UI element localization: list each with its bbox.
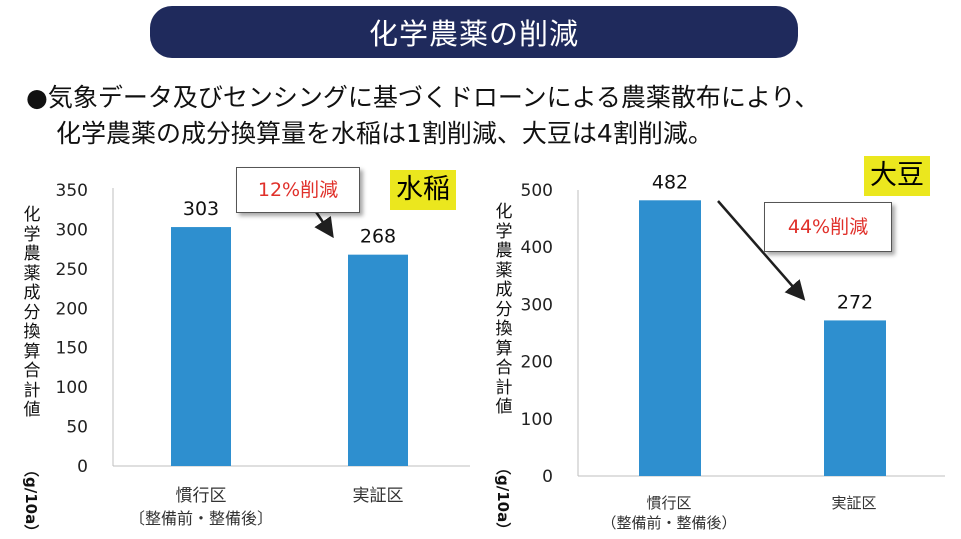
chart1-bar-1 [171, 227, 231, 466]
chart1-ylabel: 化学農薬成分換算合計値 [23, 205, 41, 420]
chart1-ytick-label: 150 [56, 339, 88, 359]
page-title: 化学農薬の削減 [368, 17, 579, 51]
chart1-ytick-label: 300 [56, 220, 88, 240]
chart1-reduction-callout: 12%削減 [236, 167, 360, 213]
chart2-ytick-label: 0 [542, 467, 553, 487]
chart2-category-1-sub: （整備前・整備後） [601, 514, 737, 532]
chart1-ytick-label: 100 [56, 378, 88, 398]
chart2-value-label-2: 272 [837, 291, 873, 313]
chart1-ytick-label: 0 [77, 457, 88, 477]
chart2-category-2: 実証区 [831, 494, 877, 512]
chart1-category-1: 慣行区 [175, 486, 227, 506]
chart2-ylabel: 化学農薬成分換算合計値 [495, 202, 513, 417]
chart1-category-1-sub: 〔整備前・整備後〕 [128, 509, 273, 528]
chart2-ytick-label: 400 [521, 238, 553, 258]
chart1-category-2: 実証区 [352, 486, 404, 506]
chart1-bar-2 [348, 254, 408, 466]
chart2-ytick-label: 200 [521, 353, 553, 373]
chart2-value-label-1: 482 [652, 171, 688, 193]
chart2-bar-2 [824, 320, 886, 476]
chart1-value-label-1: 303 [183, 198, 219, 220]
chart1-ytick-label: 50 [66, 418, 88, 438]
title-banner: 化学農薬の削減 [150, 6, 798, 58]
chart2-reduction-arrow [717, 200, 806, 301]
chart1-value-label-2: 268 [360, 226, 396, 248]
bullet-text-line-2: 化学農薬の成分換算量を水稲は1割削減、大豆は4割削減。 [56, 119, 713, 148]
chart2-bar-1 [639, 200, 701, 476]
chart2-ytick-label: 300 [521, 295, 553, 315]
chart1-ytick-label: 200 [56, 299, 88, 319]
bullet-text-line-1: ●気象データ及びセンシングに基づくドローンによる農薬散布により、 [26, 83, 820, 112]
chart2-ytick-label: 500 [521, 181, 553, 201]
chart2-ytick-label: 100 [521, 410, 553, 430]
chart2-category-1: 慣行区 [646, 494, 692, 512]
chart1-ytick-label: 250 [56, 260, 88, 280]
chart1-tag: 水稲 [390, 170, 456, 210]
chart1-ytick-label: 350 [56, 181, 88, 201]
chart2-reduction-callout: 44%削減 [764, 202, 892, 252]
chart2-tag: 大豆 [864, 156, 930, 196]
